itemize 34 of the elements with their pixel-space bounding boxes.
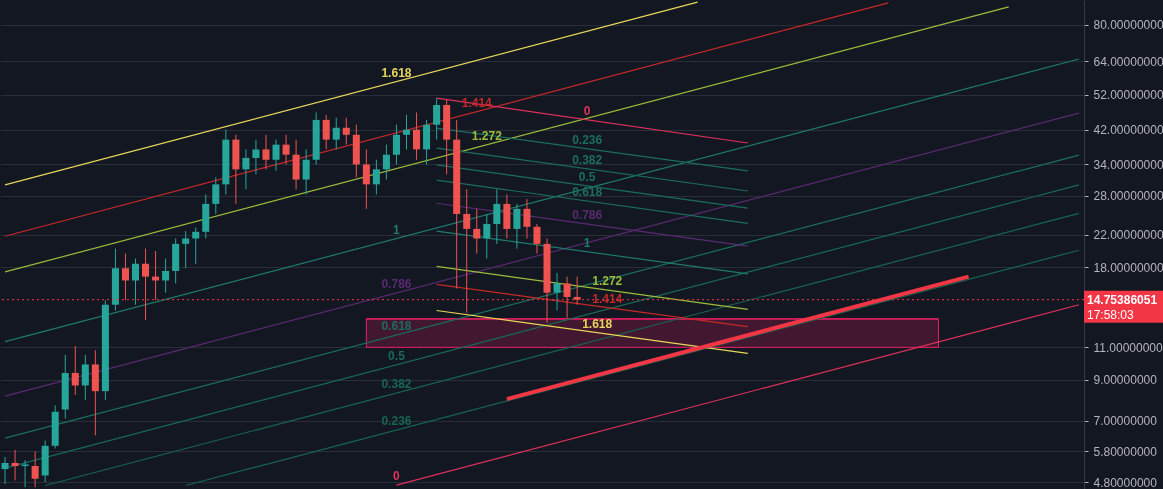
series-label: 0.618	[381, 319, 412, 334]
y-tick-label: 28.00000000	[1093, 189, 1163, 204]
y-tick-label: 7.00000000	[1093, 414, 1158, 429]
series-label: 0.382	[381, 377, 412, 392]
y-tick-label: 52.00000000	[1093, 88, 1163, 103]
ref-line-label: 14.75386051	[1087, 292, 1158, 307]
series-label: 0.5	[388, 348, 406, 363]
series-label: 0.236	[572, 132, 603, 147]
y-tick-label: 5.80000000	[1093, 444, 1158, 459]
y-tick-label: 34.00000000	[1093, 157, 1163, 172]
text: 17:58:03	[1087, 307, 1135, 322]
y-tick-label: 11.00000000	[1093, 340, 1163, 355]
series-label: 1.618	[381, 65, 412, 80]
y-tick-label: 4.80000000	[1093, 475, 1158, 489]
series-label: 0.382	[572, 152, 603, 167]
y-tick-label: 80.00000000	[1093, 18, 1163, 33]
series-label: 0	[393, 469, 401, 484]
series-label: 0.786	[572, 208, 603, 223]
series-label: 1.272	[592, 273, 623, 288]
series-label: 1.272	[471, 128, 503, 143]
y-tick-label: 42.00000000	[1093, 123, 1163, 138]
series-label: 1	[393, 222, 401, 237]
series-label: 1.414	[592, 291, 623, 306]
series-label: 0	[583, 103, 591, 118]
series-label: 0.5	[578, 169, 596, 184]
y-tick-label: 9.00000000	[1093, 373, 1158, 388]
y-tick-label: 22.00000000	[1093, 228, 1163, 243]
series-label: 1	[583, 235, 591, 250]
series-label: 0.786	[381, 276, 412, 291]
y-tick-label: 18.00000000	[1093, 260, 1163, 275]
series-label: 0.236	[381, 413, 412, 428]
series-label: 0.618	[572, 185, 603, 199]
y-tick-label: 64.00000000	[1093, 54, 1163, 69]
series-label: 1.618	[582, 316, 613, 331]
